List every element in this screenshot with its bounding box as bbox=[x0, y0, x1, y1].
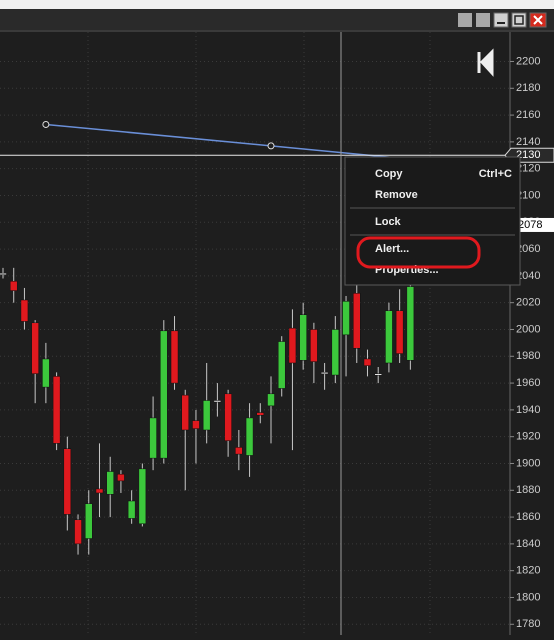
y-tick-label: 2140 bbox=[516, 136, 540, 148]
candle-body bbox=[127, 500, 136, 519]
candle-body bbox=[299, 314, 307, 361]
candle-body bbox=[395, 310, 404, 354]
y-tick-label: 2180 bbox=[516, 82, 540, 94]
candle-body bbox=[224, 393, 232, 441]
close-icon bbox=[533, 15, 543, 25]
y-tick-label: 2060 bbox=[516, 243, 540, 255]
candle-body bbox=[95, 488, 104, 494]
candle-body bbox=[106, 471, 114, 495]
trendline bbox=[45, 123, 421, 161]
y-tick-label: 1800 bbox=[516, 591, 540, 603]
minimize-button[interactable] bbox=[493, 12, 509, 28]
candle-body bbox=[342, 301, 350, 336]
trendline-anchor[interactable] bbox=[267, 142, 275, 150]
menu-item[interactable]: Alert... bbox=[375, 243, 409, 255]
y-tick-label: 1780 bbox=[516, 618, 540, 630]
candle-body bbox=[310, 329, 318, 362]
candle-body bbox=[406, 286, 415, 361]
crosshair-price-box bbox=[515, 217, 554, 232]
candle-body bbox=[63, 448, 72, 515]
plot bbox=[0, 120, 510, 555]
candle-body bbox=[85, 503, 93, 539]
candle-body bbox=[117, 473, 125, 482]
y-tick-label: 1980 bbox=[516, 350, 540, 362]
trendline-anchor[interactable] bbox=[42, 120, 50, 128]
y-tick-label: 2120 bbox=[516, 163, 540, 175]
y-tick-label: 2200 bbox=[516, 55, 540, 67]
candle-body bbox=[353, 293, 361, 349]
y-tick-label: 1920 bbox=[516, 431, 540, 443]
candle-body bbox=[202, 400, 211, 431]
candle-body bbox=[74, 519, 82, 545]
price-marker-label: 2130 bbox=[516, 149, 540, 161]
candle-body bbox=[138, 468, 147, 525]
y-tick-label: 1880 bbox=[516, 484, 540, 496]
candle-body bbox=[181, 394, 189, 431]
candle-body bbox=[149, 417, 157, 459]
y-tick-label: 2020 bbox=[516, 297, 540, 309]
crosshair-price-label: 2078 bbox=[518, 219, 542, 231]
menu-shortcut: Ctrl+C bbox=[479, 168, 512, 180]
menu-item[interactable]: Lock bbox=[375, 216, 402, 228]
window-button[interactable] bbox=[458, 13, 472, 27]
candle-body bbox=[0, 272, 7, 275]
y-tick-label: 1900 bbox=[516, 457, 540, 469]
candle-body bbox=[20, 299, 29, 322]
y-tick-label: 1860 bbox=[516, 511, 540, 523]
candle-body bbox=[245, 417, 254, 456]
scroll-to-end-icon[interactable] bbox=[477, 48, 494, 77]
candle-body bbox=[192, 420, 200, 429]
candle-body bbox=[277, 341, 286, 389]
candle-body bbox=[320, 372, 329, 375]
context-menu: Copy Ctrl+CRemoveLockAlert...Properties..… bbox=[344, 156, 521, 286]
candle-body bbox=[42, 358, 50, 388]
y-tick-label: 2040 bbox=[516, 270, 540, 282]
y-tick-label: 2100 bbox=[516, 189, 540, 201]
y-tick-label: 2000 bbox=[516, 323, 540, 335]
candle-body bbox=[331, 329, 340, 376]
title-bar-edge bbox=[0, 30, 554, 32]
top-border bbox=[0, 0, 554, 9]
candle-body bbox=[288, 327, 297, 364]
grid bbox=[0, 32, 510, 635]
highlight-ellipse bbox=[356, 236, 481, 269]
candle-body bbox=[267, 393, 275, 407]
y-tick-label: 2160 bbox=[516, 109, 540, 121]
y-tick-label: 1940 bbox=[516, 404, 540, 416]
title-bar bbox=[0, 9, 554, 30]
candle-body bbox=[256, 412, 265, 416]
candle-body bbox=[374, 373, 382, 376]
menu-panel bbox=[344, 156, 521, 286]
candle-body bbox=[160, 330, 168, 459]
maximize-icon bbox=[514, 15, 524, 25]
candle-body bbox=[31, 322, 39, 374]
candle-body bbox=[385, 310, 393, 364]
candle-body bbox=[9, 280, 18, 291]
y-tick-label: 1840 bbox=[516, 538, 540, 550]
candle-body bbox=[52, 376, 61, 444]
menu-item[interactable]: Copy bbox=[375, 168, 403, 180]
candle-body bbox=[213, 400, 222, 403]
window-button[interactable] bbox=[476, 13, 490, 27]
minimize-icon bbox=[497, 22, 505, 24]
maximize-button[interactable] bbox=[511, 12, 527, 28]
candle-body bbox=[170, 330, 179, 384]
y-tick-label: 1820 bbox=[516, 565, 540, 577]
candle-body bbox=[363, 358, 372, 366]
menu-item[interactable]: Remove bbox=[375, 189, 418, 201]
y-tick-label: 1960 bbox=[516, 377, 540, 389]
candle-body bbox=[235, 447, 243, 455]
